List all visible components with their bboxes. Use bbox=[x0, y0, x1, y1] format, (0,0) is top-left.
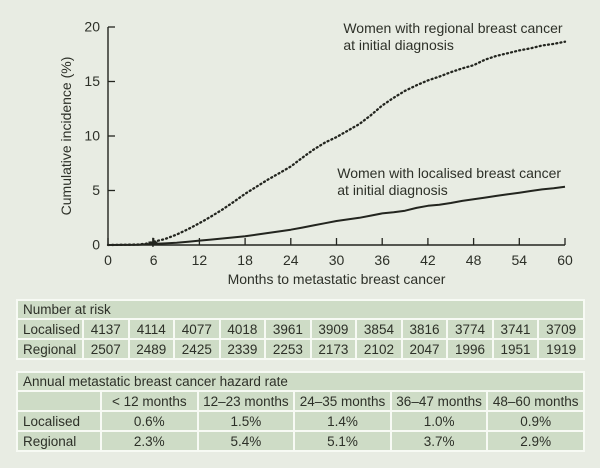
risk-title-row: Number at risk bbox=[18, 301, 583, 318]
x-tick-label: 24 bbox=[283, 252, 299, 268]
table-row-localised: Localised 0.6% 1.5% 1.4% 1.0% 0.9% bbox=[18, 412, 583, 430]
x-tick-label: 42 bbox=[420, 252, 436, 268]
table-row-regional: Regional 2507 2489 2425 2339 2253 2173 2… bbox=[18, 340, 583, 358]
risk-value: 2507 bbox=[84, 340, 128, 358]
row-label-regional: Regional bbox=[18, 340, 82, 358]
risk-value: 2253 bbox=[266, 340, 310, 358]
hazard-header-row: < 12 months 12–23 months 24–35 months 36… bbox=[18, 392, 583, 410]
row-label-regional: Regional bbox=[18, 432, 100, 450]
risk-value: 1951 bbox=[493, 340, 538, 358]
risk-value: 4018 bbox=[220, 320, 265, 338]
column-header: 24–35 months bbox=[295, 392, 390, 410]
x-tick-label: 48 bbox=[466, 252, 482, 268]
hazard-value: 1.4% bbox=[295, 412, 390, 430]
x-tick-label: 12 bbox=[192, 252, 208, 268]
hazard-value: 2.9% bbox=[488, 432, 583, 450]
x-tick-label: 60 bbox=[557, 252, 573, 268]
regional-curve-label: at initial diagnosis bbox=[343, 37, 454, 53]
risk-value: 3854 bbox=[357, 320, 401, 338]
x-tick-label: 18 bbox=[237, 252, 253, 268]
hazard-value: 0.6% bbox=[102, 412, 197, 430]
hazard-value: 0.9% bbox=[488, 412, 583, 430]
risk-value: 3909 bbox=[311, 320, 356, 338]
hazard-value: 5.4% bbox=[198, 432, 294, 450]
risk-value: 4137 bbox=[84, 320, 128, 338]
number-at-risk-table: Number at risk Localised 4137 4114 4077 … bbox=[16, 299, 585, 360]
risk-value: 4114 bbox=[129, 320, 174, 338]
column-header: 36–47 months bbox=[391, 392, 487, 410]
risk-value: 3709 bbox=[539, 320, 583, 338]
y-tick-label: 20 bbox=[84, 19, 100, 35]
hazard-value: 3.7% bbox=[391, 432, 487, 450]
x-tick-label: 36 bbox=[374, 252, 390, 268]
risk-value: 2102 bbox=[357, 340, 401, 358]
blank-cell bbox=[18, 392, 100, 410]
regional-curve-label: Women with regional breast cancer bbox=[343, 20, 563, 36]
localised-curve-label: Women with localised breast cancer bbox=[337, 165, 561, 181]
row-label-localised: Localised bbox=[18, 320, 82, 338]
risk-value: 2425 bbox=[175, 340, 219, 358]
regional-curve bbox=[106, 40, 567, 247]
column-header: < 12 months bbox=[102, 392, 197, 410]
y-tick-label: 5 bbox=[92, 182, 100, 198]
x-axis-label: Months to metastatic breast cancer bbox=[228, 271, 446, 287]
y-tick-label: 0 bbox=[92, 237, 100, 253]
hazard-value: 1.0% bbox=[391, 412, 487, 430]
x-tick-label: 6 bbox=[150, 252, 158, 268]
localised-curve-label: at initial diagnosis bbox=[337, 182, 448, 198]
risk-value: 3774 bbox=[448, 320, 492, 338]
hazard-value: 2.3% bbox=[102, 432, 197, 450]
risk-value: 3961 bbox=[266, 320, 310, 338]
x-tick-label: 54 bbox=[512, 252, 528, 268]
y-tick-label: 10 bbox=[84, 128, 100, 144]
table-row-localised: Localised 4137 4114 4077 4018 3961 3909 … bbox=[18, 320, 583, 338]
column-header: 12–23 months bbox=[198, 392, 294, 410]
hazard-title-row: Annual metastatic breast cancer hazard r… bbox=[18, 373, 583, 390]
column-header: 48–60 months bbox=[488, 392, 583, 410]
hazard-value: 1.5% bbox=[198, 412, 294, 430]
cumulative-incidence-chart: 0 5 10 15 20 0 6 12 18 24 30 36 42 48 54 60 Months to me… bbox=[58, 19, 573, 287]
hazard-value: 5.1% bbox=[295, 432, 390, 450]
risk-value: 2489 bbox=[129, 340, 174, 358]
risk-value: 3816 bbox=[402, 320, 447, 338]
risk-value: 4077 bbox=[175, 320, 219, 338]
y-tick-label: 15 bbox=[84, 73, 100, 89]
risk-value: 2339 bbox=[220, 340, 265, 358]
hazard-table-title: Annual metastatic breast cancer hazard r… bbox=[18, 373, 583, 390]
hazard-rate-table: Annual metastatic breast cancer hazard r… bbox=[16, 371, 585, 452]
risk-value: 3741 bbox=[493, 320, 538, 338]
localised-curve bbox=[107, 185, 566, 246]
risk-value: 1996 bbox=[448, 340, 492, 358]
y-axis-label: Cumulative incidence (%) bbox=[58, 57, 74, 216]
risk-value: 2047 bbox=[402, 340, 447, 358]
table-row-regional: Regional 2.3% 5.4% 5.1% 3.7% 2.9% bbox=[18, 432, 583, 450]
risk-value: 1919 bbox=[539, 340, 583, 358]
row-label-localised: Localised bbox=[18, 412, 100, 430]
risk-value: 2173 bbox=[311, 340, 356, 358]
x-tick-label: 30 bbox=[329, 252, 345, 268]
x-tick-label: 0 bbox=[104, 252, 112, 268]
risk-table-title: Number at risk bbox=[18, 301, 583, 318]
